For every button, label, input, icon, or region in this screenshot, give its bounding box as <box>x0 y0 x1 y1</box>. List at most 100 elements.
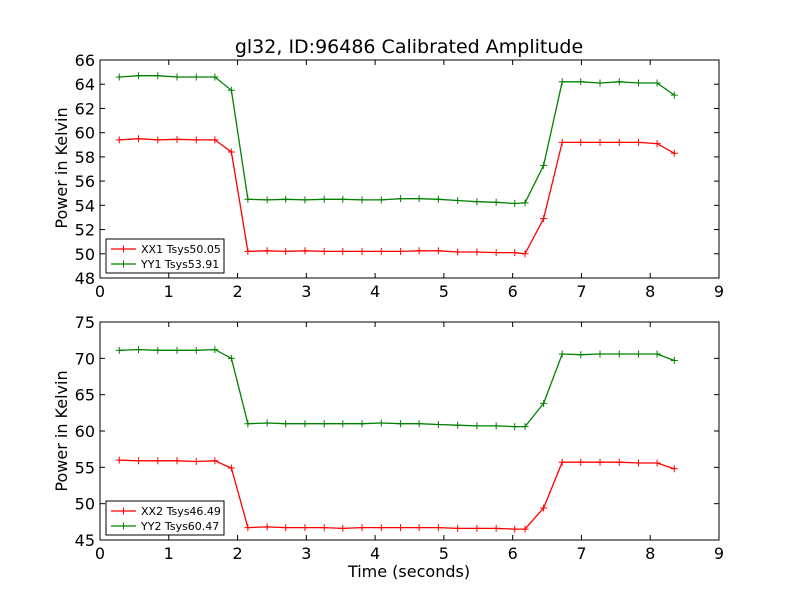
chart-title: gl32, ID:96486 Calibrated Amplitude <box>235 36 583 58</box>
top-ytick-label: 58 <box>75 148 95 167</box>
top-series-marker <box>377 196 385 204</box>
bottom-ytick-label: 60 <box>75 422 95 441</box>
bottom-series-marker <box>358 524 366 532</box>
bottom-series-marker <box>282 524 290 532</box>
bottom-series-marker <box>577 351 585 359</box>
bottom-series-marker <box>615 350 623 358</box>
top-series-marker <box>173 73 181 81</box>
top-series-marker <box>227 148 235 156</box>
top-series-marker <box>135 135 143 143</box>
bottom-series-marker <box>135 457 143 465</box>
bottom-series-marker <box>227 354 235 362</box>
top-series-marker <box>377 247 385 255</box>
top-series-marker <box>492 249 500 257</box>
x-axis-label: Time (seconds) <box>347 562 470 581</box>
top-xtick-label: 3 <box>301 282 311 301</box>
top-series-marker <box>415 247 423 255</box>
top-series-marker <box>670 91 678 99</box>
top-series-marker <box>320 247 328 255</box>
bottom-series-marker <box>540 399 548 407</box>
top-xtick-label: 0 <box>95 282 105 301</box>
top-series-marker <box>244 195 252 203</box>
top-ytick-label: 56 <box>75 172 95 191</box>
bottom-xtick-label: 9 <box>714 544 724 563</box>
bottom-series-marker <box>173 346 181 354</box>
top-legend-marker <box>120 260 127 268</box>
bottom-series-marker <box>615 458 623 466</box>
top-series-marker <box>511 249 519 257</box>
top-series-marker <box>434 195 442 203</box>
top-ytick-label: 66 <box>75 51 95 70</box>
bottom-series-marker <box>301 420 309 428</box>
bottom-series-marker <box>511 423 519 431</box>
top-series-marker <box>154 136 162 144</box>
top-ytick-label: 54 <box>75 196 95 215</box>
bottom-series-marker <box>244 524 252 532</box>
bottom-ytick-label: 70 <box>75 349 95 368</box>
top-series-marker <box>577 138 585 146</box>
top-xtick-label: 4 <box>370 282 380 301</box>
bottom-series-marker <box>577 458 585 466</box>
bottom-xtick-label: 4 <box>370 544 380 563</box>
bottom-series-marker <box>635 459 643 467</box>
top-series-marker <box>558 78 566 86</box>
bottom-ytick-label: 55 <box>75 458 95 477</box>
bottom-series-marker <box>263 523 271 531</box>
top-series-marker <box>115 73 123 81</box>
top-series-marker <box>653 79 661 87</box>
top-series-marker <box>454 248 462 256</box>
bottom-series-marker <box>596 458 604 466</box>
top-panel-ylabel: Power in Kelvin <box>52 107 71 228</box>
top-xtick-label: 2 <box>232 282 242 301</box>
bottom-series-marker <box>473 524 481 532</box>
bottom-series-marker <box>154 346 162 354</box>
bottom-series-line-2 <box>119 348 675 428</box>
top-series-marker <box>615 78 623 86</box>
bottom-series-marker <box>596 350 604 358</box>
top-series-marker <box>115 136 123 144</box>
bottom-series-marker <box>173 457 181 465</box>
bottom-xtick-label: 6 <box>508 544 518 563</box>
bottom-series-marker <box>115 456 123 464</box>
top-ytick-label: 52 <box>75 221 95 240</box>
bottom-series-marker <box>521 525 529 533</box>
top-plot-frame <box>99 59 720 279</box>
bottom-series-marker <box>473 422 481 430</box>
bottom-series-marker <box>301 524 309 532</box>
top-series-marker <box>540 215 548 223</box>
top-panel: Power in Kelvin 0 1 2 3 4 5 6 7 8 948505254565860… <box>52 51 724 301</box>
top-series-marker <box>473 248 481 256</box>
top-xtick-label: 7 <box>576 282 586 301</box>
bottom-legend-marker <box>120 522 127 530</box>
top-series-marker <box>211 73 219 81</box>
top-series-marker <box>154 72 162 80</box>
bottom-legend-label: YY2 Tsys60.47 <box>140 520 219 533</box>
bottom-series-marker <box>653 350 661 358</box>
top-xtick-label: 5 <box>439 282 449 301</box>
top-series-marker <box>540 161 548 169</box>
bottom-series-marker <box>397 524 405 532</box>
top-series-marker <box>358 247 366 255</box>
bottom-ytick-label: 75 <box>75 313 95 332</box>
bottom-series-marker <box>492 524 500 532</box>
bottom-legend-label: XX2 Tsys46.49 <box>141 505 221 518</box>
top-xtick-label: 6 <box>508 282 518 301</box>
top-series-marker <box>473 198 481 206</box>
bottom-xtick-label: 1 <box>164 544 174 563</box>
top-series-marker <box>301 247 309 255</box>
top-ytick-label: 64 <box>75 75 95 94</box>
top-series-marker <box>339 195 347 203</box>
bottom-xtick-label: 8 <box>645 544 655 563</box>
top-legend-label: XX1 Tsys50.05 <box>141 243 221 256</box>
bottom-series-marker <box>320 420 328 428</box>
bottom-panel: Power in Kelvin 0 1 2 3 4 5 6 7 8 945505560657075… <box>52 313 724 563</box>
top-series-marker <box>227 86 235 94</box>
top-ytick-label: 62 <box>75 99 95 118</box>
top-series-marker <box>301 196 309 204</box>
bottom-xtick-label: 0 <box>95 544 105 563</box>
top-series-marker <box>244 247 252 255</box>
bottom-series-marker <box>558 350 566 358</box>
bottom-series-marker <box>670 465 678 473</box>
bottom-series-marker <box>670 357 678 365</box>
bottom-series-marker <box>377 419 385 427</box>
